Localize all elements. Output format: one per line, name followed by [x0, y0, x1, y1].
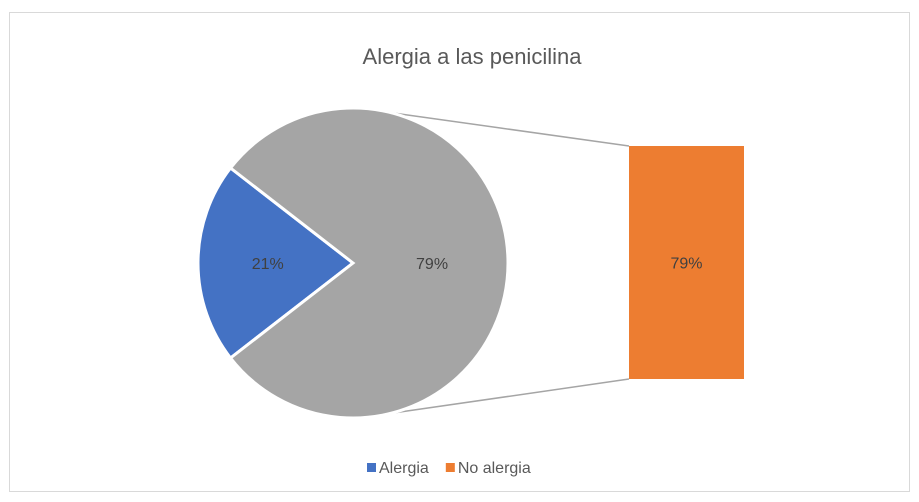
legend-swatch [367, 463, 376, 472]
legend-swatch [445, 463, 455, 472]
data-label: 79% [416, 256, 448, 273]
bar-segment [629, 146, 744, 379]
chart-title: Alergia a las penicilina [363, 44, 583, 69]
data-label: 79% [670, 256, 702, 273]
connector-line [390, 378, 630, 415]
legend-label: No alergia [458, 460, 531, 477]
pie-slice [228, 106, 510, 420]
connector-line [390, 111, 630, 147]
data-label: 21% [252, 256, 284, 273]
pie-slice [196, 165, 356, 361]
legend-label: Alergia [379, 460, 429, 477]
